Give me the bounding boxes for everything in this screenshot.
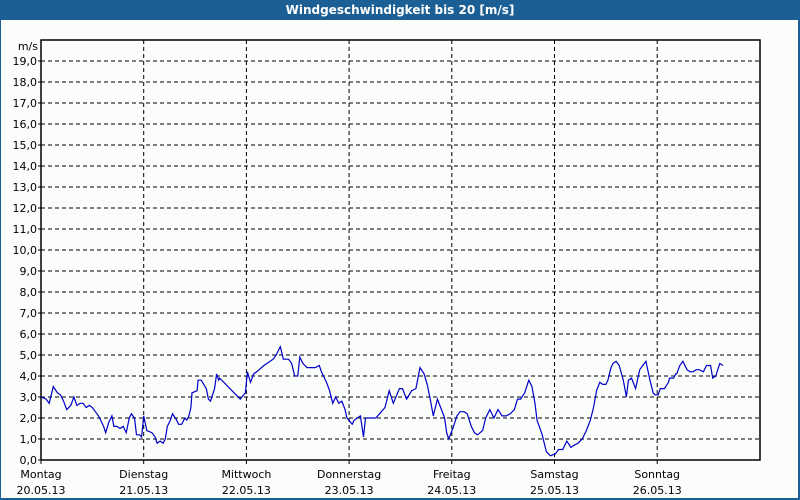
chart-title: Windgeschwindigkeit bis 20 [m/s] <box>0 0 800 20</box>
y-axis-ticks: 0,0 1,0 2,0 3,0 4,0 5,0 6,0 7,0 8,0 9,0 10,0 11,0 12… <box>13 55 41 467</box>
y-tick-label: 10,0 <box>13 244 38 257</box>
x-tick-day: Sonntag <box>634 468 680 481</box>
x-tick-date: 21.05.13 <box>119 484 168 497</box>
y-tick-label: 15,0 <box>13 139 38 152</box>
y-tick-label: 2,0 <box>20 412 38 425</box>
y-tick-label: 14,0 <box>13 160 38 173</box>
x-tick-date: 26.05.13 <box>633 484 682 497</box>
x-tick-day: Dienstag <box>119 468 168 481</box>
x-tick-date: 22.05.13 <box>222 484 271 497</box>
y-tick-label: 18,0 <box>13 76 38 89</box>
x-tick-day: Montag <box>20 468 61 481</box>
x-tick-day: Mittwoch <box>221 468 271 481</box>
y-tick-label: 17,0 <box>13 97 38 110</box>
y-tick-label: 19,0 <box>13 55 38 68</box>
grid-lines <box>41 40 760 460</box>
y-tick-label: 6,0 <box>20 328 38 341</box>
x-tick-day: Freitag <box>433 468 471 481</box>
x-tick-date: 20.05.13 <box>17 484 66 497</box>
x-tick-date: 25.05.13 <box>530 484 579 497</box>
x-tick-day: Samstag <box>530 468 578 481</box>
y-axis-unit: m/s <box>18 40 38 53</box>
x-axis-ticks: Montag 20.05.13 Dienstag 21.05.13 Mittwoch 22… <box>17 460 682 497</box>
y-tick-label: 7,0 <box>20 307 38 320</box>
y-tick-label: 0,0 <box>20 454 38 467</box>
y-tick-label: 3,0 <box>20 391 38 404</box>
y-tick-label: 5,0 <box>20 349 38 362</box>
y-tick-label: 9,0 <box>20 265 38 278</box>
y-tick-label: 12,0 <box>13 202 38 215</box>
x-tick-date: 23.05.13 <box>325 484 374 497</box>
y-tick-label: 16,0 <box>13 118 38 131</box>
x-tick-day: Donnerstag <box>317 468 381 481</box>
y-tick-label: 13,0 <box>13 181 38 194</box>
y-tick-label: 8,0 <box>20 286 38 299</box>
y-tick-label: 11,0 <box>13 223 38 236</box>
wind-speed-line <box>40 344 724 457</box>
y-tick-label: 1,0 <box>20 433 38 446</box>
y-tick-label: 4,0 <box>20 370 38 383</box>
x-tick-date: 24.05.13 <box>427 484 476 497</box>
